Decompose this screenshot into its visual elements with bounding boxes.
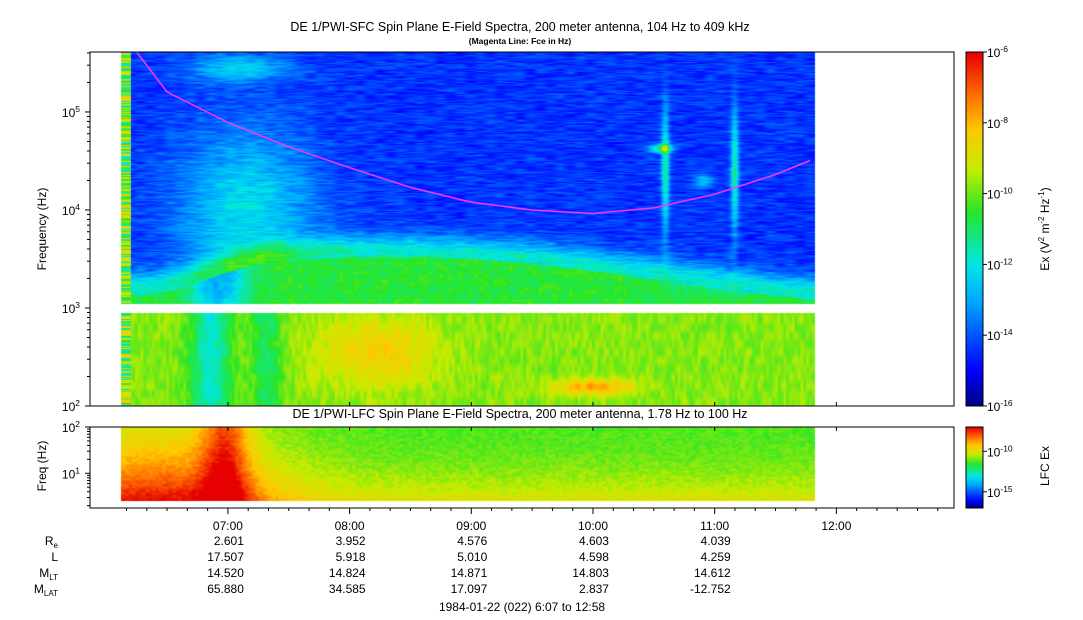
sfc-subtitle: (Magenta Line: Fce in Hz) [469,36,572,46]
fce-line-layer [136,51,811,215]
lfc-y-tick-label: 102 [62,419,80,435]
sfc-colorbar-axis: 10-6 10-8 10-10 10-12 10-14 10-16 [983,44,1013,414]
time-tick-label: 12:00 [821,519,851,533]
time-tick-label: 11:00 [700,519,729,533]
sfc-colorbar-tick-label: 10-8 [987,115,1008,131]
ephemeris-value: 17.097 [451,582,488,596]
panel-frames [89,51,984,509]
ephemeris-row-label: L [51,550,58,564]
ephemeris-value: 14.871 [451,566,488,580]
time-tick-label: 10:00 [578,519,608,533]
lfc-colorbar-frame [965,426,984,509]
ephemeris-value: 14.520 [207,566,244,580]
sfc-ylabel: Frequency (Hz) [35,188,49,271]
sfc-frame [89,51,955,407]
fce-line [136,51,811,215]
ephemeris-value: 2.601 [214,534,244,548]
sfc-colorbar-tick-label: 10-6 [987,44,1008,60]
sfc-colorbar-tick-label: 10-14 [987,327,1013,343]
sfc-colorbar-tick-label: 10-16 [987,398,1013,414]
lfc-frame [89,426,955,509]
ephemeris-value: 4.039 [701,534,731,548]
time-range-label: 1984-01-22 (022) 6:07 to 12:58 [439,600,605,614]
ephemeris-value: 14.824 [329,566,366,580]
ephemeris-value: 4.576 [457,534,487,548]
sfc-y-tick-label: 102 [62,398,80,414]
ephemeris-value: 5.918 [336,550,366,564]
ephemeris-value: 2.837 [579,582,609,596]
sfc-colorbar-tick-label: 10-12 [987,256,1013,272]
ephemeris-value: 14.612 [694,566,731,580]
time-tick-label: 07:00 [213,519,243,533]
time-tick-label: 09:00 [456,519,486,533]
lfc-y-tick-label: 101 [62,465,80,481]
ephemeris-row-label: MLT [39,566,58,582]
lfc-y-axis: 101 102 [62,419,90,507]
ephemeris-value: 4.603 [579,534,609,548]
time-axis: 07:00 08:00 09:00 10:00 11:00 12:00 [126,402,939,533]
ephemeris-value: 4.598 [579,550,609,564]
svg-text:Ex (V2 m-2 Hz-1): Ex (V2 m-2 Hz-1) [1037,187,1052,270]
ephemeris-value: 17.507 [207,550,244,564]
lfc-colorbar-tick-label: 10-15 [987,484,1013,500]
time-tick-label: 08:00 [335,519,365,533]
sfc-colorbar-frame [965,51,984,407]
ephemeris-row-label: Re [45,534,59,550]
ephemeris-table: Re 2.601 3.952 4.576 4.603 4.039 L 17.507 5.918 5… [34,534,731,598]
ephemeris-value: 65.880 [207,582,244,596]
sfc-y-axis: 102 103 104 105 [62,52,90,414]
lfc-colorbar-axis: 10-10 10-15 [983,443,1013,500]
ephemeris-value: 4.259 [701,550,731,564]
sfc-title: DE 1/PWI-SFC Spin Plane E-Field Spectra,… [290,20,749,34]
ephemeris-value: -12.752 [690,582,731,596]
ephemeris-row-label: MLAT [34,582,58,598]
ephemeris-value: 3.952 [336,534,366,548]
lfc-colorbar-label: LFC Ex [1038,446,1052,486]
sfc-colorbar-tick-label: 10-10 [987,186,1013,202]
ephemeris-value: 14.803 [572,566,609,580]
lfc-colorbar-tick-label: 10-10 [987,443,1013,459]
sfc-y-tick-label: 105 [62,104,80,120]
ephemeris-value: 34.585 [329,582,366,596]
ephemeris-value: 5.010 [457,550,487,564]
lfc-title: DE 1/PWI-LFC Spin Plane E-Field Spectra,… [292,407,747,421]
sfc-y-tick-label: 104 [62,202,80,218]
sfc-y-tick-label: 103 [62,300,80,316]
sfc-colorbar-label: Ex (V2 m-2 Hz-1) [1037,187,1052,270]
lfc-ylabel: Freq (Hz) [35,441,49,492]
